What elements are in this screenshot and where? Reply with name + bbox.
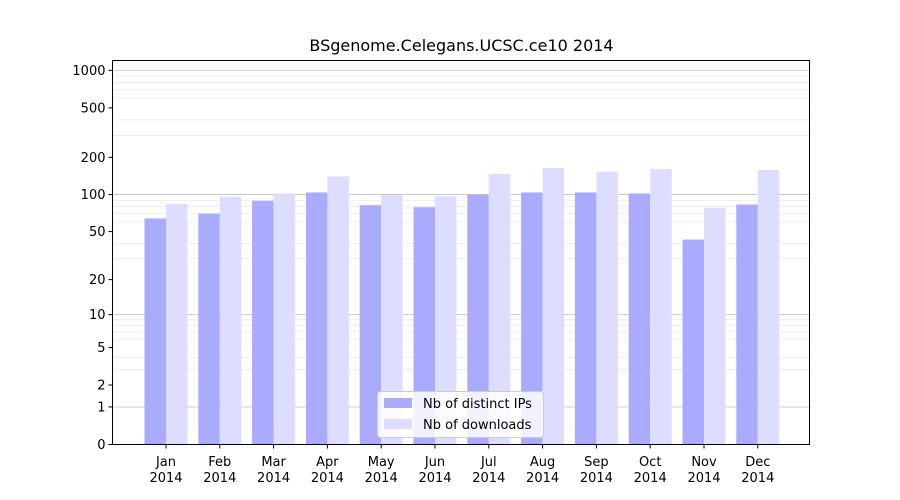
x-tick-label-year: 2014 <box>634 471 667 486</box>
bar-distinct-ips-feb <box>198 213 220 445</box>
bar-distinct-ips-may <box>359 205 382 445</box>
bar-downloads-dec <box>757 169 780 445</box>
x-tick-label-year: 2014 <box>472 471 505 486</box>
bar-downloads-jun <box>435 196 457 445</box>
y-tick-label: 20 <box>89 273 106 288</box>
bar-downloads-jul <box>488 173 511 445</box>
x-tick-label-month: Feb <box>208 455 231 470</box>
plot-frame <box>112 60 810 445</box>
bar-distinct-ips-jul <box>467 194 489 445</box>
legend-box <box>377 391 544 438</box>
bar-distinct-ips-mar <box>252 200 274 445</box>
y-tick-label: 200 <box>81 151 106 166</box>
legend-label: Nb of downloads <box>423 418 532 433</box>
x-tick-label-month: Aug <box>530 455 555 470</box>
bar-downloads-feb <box>219 196 242 445</box>
y-tick-label: 1 <box>97 400 105 415</box>
y-tick-label: 0 <box>97 438 105 453</box>
x-tick-label-year: 2014 <box>311 471 344 486</box>
x-tick-label-year: 2014 <box>687 471 720 486</box>
legend-label: Nb of distinct IPs <box>423 397 532 412</box>
y-tick-label: 100 <box>81 188 106 203</box>
x-tick-label-month: Apr <box>316 455 339 470</box>
x-axis: Jan2014Feb2014Mar2014Apr2014May2014Jun20… <box>149 444 774 486</box>
x-tick-label-year: 2014 <box>526 471 559 486</box>
bar-distinct-ips-apr <box>305 192 328 445</box>
bar-distinct-ips-aug <box>521 192 543 445</box>
y-tick-label: 5 <box>97 341 105 356</box>
legend: Nb of distinct IPs Nb of downloads <box>377 391 544 438</box>
x-tick-label-month: Mar <box>261 455 286 470</box>
x-tick-label-month: Dec <box>745 455 770 470</box>
bar-distinct-ips-dec <box>736 204 758 445</box>
x-tick-label-year: 2014 <box>365 471 398 486</box>
y-axis: 0 1 2 5 10 20 50 100 200 500 1000 <box>72 64 113 453</box>
x-tick-label-year: 2014 <box>203 471 236 486</box>
x-tick-label-month: Jan <box>155 455 176 470</box>
x-tick-label-month: Jul <box>480 455 497 470</box>
x-tick-label-month: Sep <box>584 455 609 470</box>
x-tick-label-month: Oct <box>639 455 661 470</box>
legend-swatch <box>384 398 412 408</box>
y-tick-label: 50 <box>89 225 106 240</box>
x-tick-label-year: 2014 <box>580 471 613 486</box>
x-tick-label-year: 2014 <box>149 471 182 486</box>
bar-downloads-oct <box>650 168 672 445</box>
bar-downloads-jan <box>166 203 188 445</box>
bar-downloads-aug <box>542 167 565 445</box>
x-tick-label-year: 2014 <box>418 471 451 486</box>
x-tick-label-month: May <box>368 455 395 470</box>
bar-downloads-nov <box>704 207 726 445</box>
y-tick-label: 1000 <box>72 64 105 79</box>
x-tick-label-month: Jun <box>424 455 445 470</box>
bar-distinct-ips-jan <box>144 218 166 445</box>
chart-title: BSgenome.Celegans.UCSC.ce10 2014 <box>309 36 613 55</box>
x-tick-label-year: 2014 <box>741 471 774 486</box>
y-tick-label: 10 <box>89 308 106 323</box>
x-tick-label-year: 2014 <box>257 471 290 486</box>
bar-downloads-sep <box>596 171 618 445</box>
x-tick-label-month: Nov <box>691 455 717 470</box>
bars-layer <box>144 167 780 445</box>
bar-downloads-mar <box>273 193 296 445</box>
y-tick-label: 500 <box>81 101 106 116</box>
bar-distinct-ips-sep <box>574 192 597 445</box>
y-tick-label: 2 <box>97 379 105 394</box>
bar-downloads-may <box>381 195 403 445</box>
bar-distinct-ips-oct <box>628 193 651 445</box>
bar-downloads-apr <box>327 176 349 445</box>
bar-distinct-ips-nov <box>682 239 704 445</box>
bar-distinct-ips-jun <box>413 207 435 445</box>
legend-swatch <box>384 419 412 429</box>
